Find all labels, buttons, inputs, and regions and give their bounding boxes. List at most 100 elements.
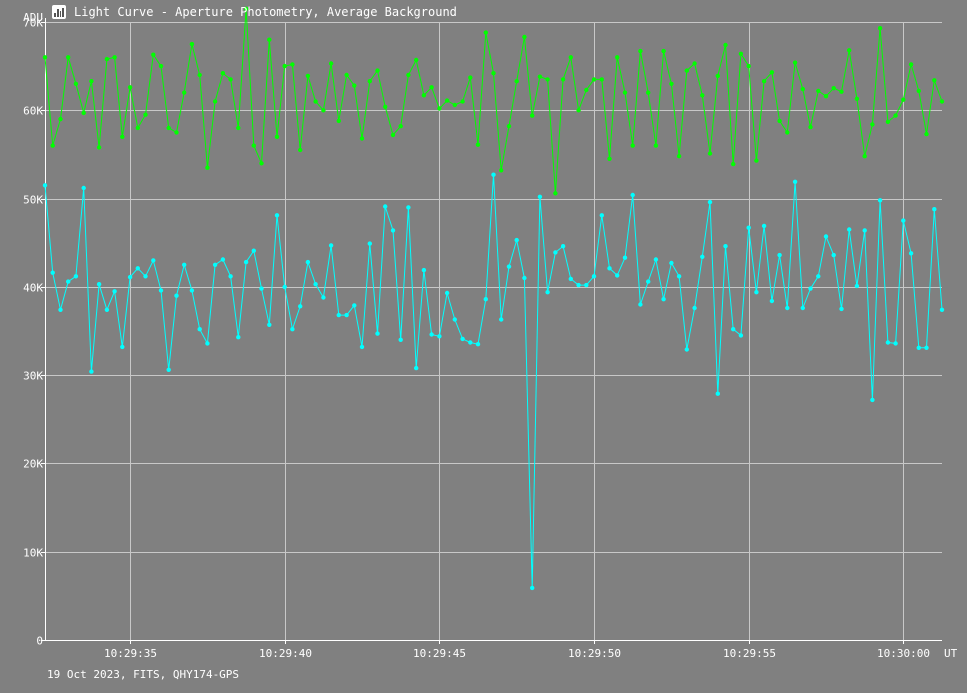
data-point bbox=[120, 344, 125, 350]
data-point bbox=[607, 156, 612, 161]
data-point bbox=[692, 305, 697, 311]
data-point bbox=[483, 297, 488, 302]
data-point bbox=[854, 96, 860, 102]
data-point bbox=[73, 81, 79, 87]
data-point bbox=[89, 79, 94, 84]
data-point bbox=[375, 331, 380, 336]
data-point bbox=[715, 73, 720, 79]
data-point bbox=[599, 77, 604, 82]
data-point bbox=[591, 77, 597, 82]
series-1 bbox=[42, 172, 945, 591]
data-point bbox=[816, 274, 821, 279]
data-point bbox=[135, 125, 140, 131]
data-point bbox=[877, 26, 883, 31]
data-point bbox=[823, 94, 829, 99]
data-point bbox=[622, 90, 628, 95]
data-point bbox=[73, 274, 79, 279]
data-point bbox=[831, 252, 836, 258]
data-point bbox=[189, 41, 195, 47]
data-point bbox=[584, 282, 589, 288]
data-point bbox=[707, 199, 713, 205]
footer-info: 19 Oct 2023, FITS, QHY174-GPS bbox=[47, 668, 240, 681]
data-point bbox=[336, 118, 341, 124]
data-point bbox=[42, 55, 48, 60]
data-point bbox=[398, 337, 403, 342]
data-point bbox=[166, 125, 171, 131]
axes bbox=[41, 18, 942, 644]
data-point bbox=[460, 336, 465, 342]
data-point bbox=[553, 191, 558, 196]
data-point bbox=[151, 52, 156, 57]
data-point bbox=[522, 34, 527, 40]
data-point bbox=[96, 145, 102, 150]
data-point bbox=[885, 119, 891, 125]
data-point bbox=[290, 327, 295, 332]
data-point bbox=[746, 225, 751, 230]
data-point bbox=[414, 57, 419, 63]
data-point bbox=[375, 68, 380, 73]
data-point bbox=[537, 194, 543, 199]
x-tick-label: 10:30:00 bbox=[877, 647, 930, 660]
data-point bbox=[491, 172, 496, 177]
data-point bbox=[174, 130, 179, 135]
data-point bbox=[259, 286, 264, 291]
data-point bbox=[151, 258, 156, 263]
data-point bbox=[305, 259, 311, 265]
data-point bbox=[282, 284, 287, 290]
data-point bbox=[158, 288, 164, 293]
data-point bbox=[475, 342, 481, 347]
data-point bbox=[576, 282, 581, 288]
data-point bbox=[932, 78, 937, 83]
data-point bbox=[367, 241, 372, 246]
data-point bbox=[398, 124, 403, 129]
data-point bbox=[236, 335, 241, 340]
data-point bbox=[212, 99, 218, 104]
data-point bbox=[406, 205, 411, 210]
data-point bbox=[274, 134, 280, 139]
data-point bbox=[112, 289, 117, 294]
grid-lines bbox=[45, 22, 942, 640]
data-point bbox=[58, 116, 63, 122]
data-point bbox=[506, 124, 512, 129]
data-point bbox=[182, 90, 187, 95]
data-point bbox=[298, 147, 303, 153]
data-point bbox=[715, 391, 720, 396]
data-point bbox=[908, 251, 914, 256]
data-point bbox=[792, 179, 798, 184]
data-point bbox=[421, 93, 427, 98]
data-point bbox=[267, 37, 272, 42]
data-point bbox=[66, 55, 71, 60]
y-axis-unit-label: ADU bbox=[23, 11, 43, 24]
data-point bbox=[707, 151, 713, 156]
data-point bbox=[646, 90, 651, 95]
data-point bbox=[870, 397, 875, 403]
data-point bbox=[746, 63, 751, 69]
data-point bbox=[684, 347, 689, 352]
data-point bbox=[800, 305, 805, 311]
y-tick-label: 10K bbox=[23, 547, 43, 560]
data-point bbox=[530, 585, 535, 591]
data-point bbox=[591, 274, 597, 279]
data-point bbox=[66, 279, 71, 284]
chart-app-icon[interactable] bbox=[52, 5, 66, 19]
data-point bbox=[197, 72, 202, 78]
data-point bbox=[328, 243, 334, 248]
data-point bbox=[104, 56, 110, 62]
data-point bbox=[785, 305, 790, 311]
data-point bbox=[267, 322, 272, 327]
data-point bbox=[305, 73, 311, 79]
data-point bbox=[158, 63, 164, 69]
data-point bbox=[383, 104, 388, 110]
data-point bbox=[429, 85, 434, 90]
y-tick-label: 30K bbox=[23, 370, 43, 383]
data-point bbox=[630, 192, 635, 198]
data-point bbox=[50, 143, 55, 148]
data-point bbox=[174, 293, 179, 298]
y-tick-label: 60K bbox=[23, 105, 43, 118]
y-tick-label: 70K bbox=[23, 17, 43, 30]
data-point bbox=[777, 252, 782, 258]
data-point bbox=[143, 112, 148, 117]
data-point bbox=[916, 345, 921, 350]
data-point bbox=[228, 274, 233, 279]
